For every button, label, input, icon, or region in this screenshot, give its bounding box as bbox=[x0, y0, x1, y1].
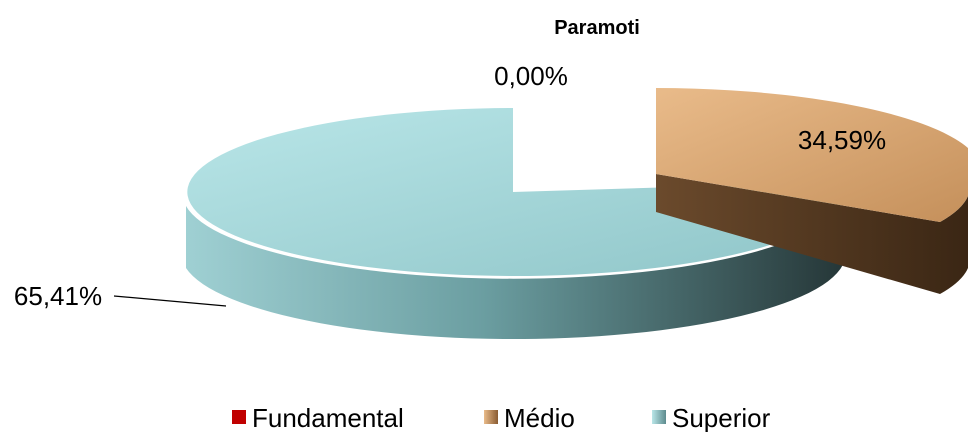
pie-slice-medio bbox=[656, 88, 968, 222]
pie-slices bbox=[186, 88, 968, 340]
leader-line-superior bbox=[113, 295, 227, 307]
legend-label-superior: Superior bbox=[672, 403, 771, 432]
data-label-fundamental: 0,00% bbox=[494, 61, 568, 91]
legend-item-superior: Superior bbox=[652, 403, 771, 432]
legend-item-fundamental: Fundamental bbox=[232, 403, 404, 432]
legend-swatch-medio bbox=[484, 410, 498, 424]
legend-label-medio: Médio bbox=[504, 403, 575, 432]
pie-slice-superior-side bbox=[186, 182, 846, 340]
pie-slice-medio-side bbox=[656, 174, 968, 294]
legend-label-fundamental: Fundamental bbox=[252, 403, 404, 432]
legend: Fundamental Médio Superior bbox=[232, 403, 771, 432]
data-label-superior: 65,41% bbox=[14, 281, 102, 311]
legend-swatch-superior bbox=[652, 410, 666, 424]
chart-title: Paramoti bbox=[554, 17, 640, 39]
pie-slice-superior bbox=[187, 108, 844, 276]
legend-swatch-fundamental bbox=[232, 410, 246, 424]
legend-item-medio: Médio bbox=[484, 403, 575, 432]
data-label-medio: 34,59% bbox=[798, 125, 886, 155]
